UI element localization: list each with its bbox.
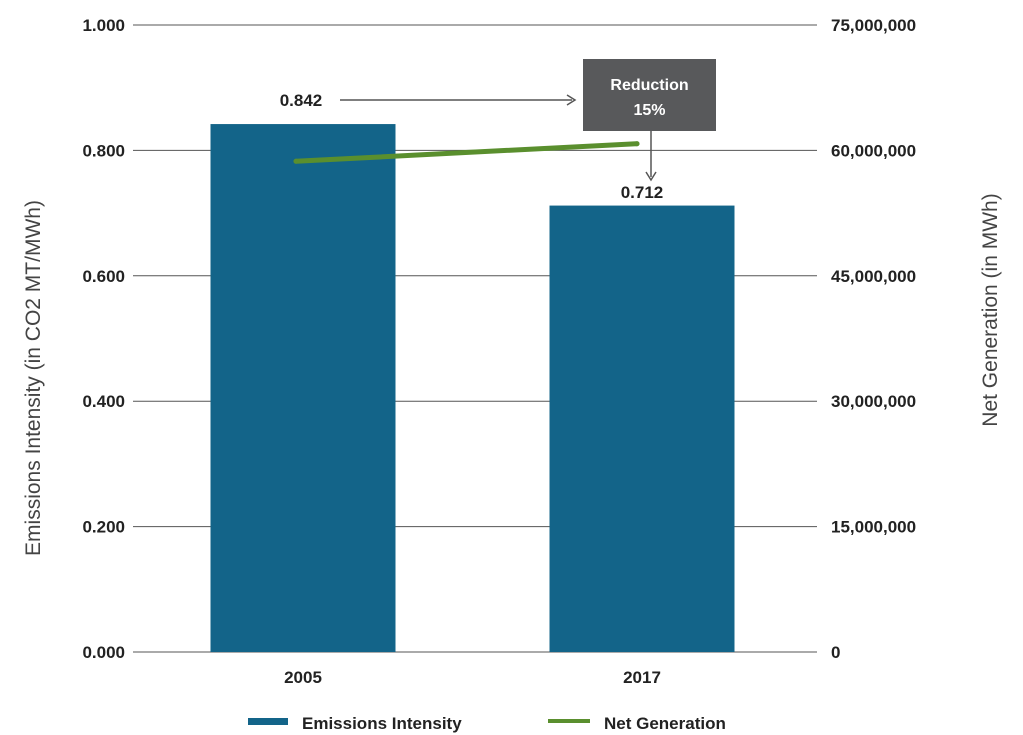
left-axis-title: Emissions Intensity (in CO2 MT/MWh): [22, 200, 45, 556]
left-tick-label: 0.800: [82, 141, 125, 160]
left-tick-label: 0.000: [82, 643, 125, 662]
start-arrow-head: [566, 94, 577, 106]
reduction-annotation: 0.842 Reduction 15% 0.712: [280, 59, 716, 202]
left-tick-label: 0.200: [82, 518, 125, 537]
left-tick-label: 0.600: [82, 267, 125, 286]
x-tick-label: 2017: [623, 668, 661, 687]
right-tick-label: 45,000,000: [831, 267, 916, 286]
x-tick-label: 2005: [284, 668, 322, 687]
start-value-label: 0.842: [280, 91, 323, 110]
line-series: [293, 141, 640, 164]
bar-2005: [210, 124, 396, 653]
reduction-box-value: 15%: [633, 102, 665, 119]
legend-swatch-emissions: [248, 718, 288, 725]
net-generation-point-2017: [634, 141, 640, 147]
net-generation-line: [293, 141, 640, 164]
net-generation-point-2005: [293, 158, 299, 164]
legend-label-net-generation: Net Generation: [604, 714, 726, 733]
right-tick-label: 30,000,000: [831, 392, 916, 411]
right-tick-label: 75,000,000: [831, 16, 916, 35]
left-axis-ticks: 0.000 0.200 0.400 0.600 0.800 1.000: [82, 16, 125, 662]
x-axis-ticks: 2005 2017: [284, 668, 661, 687]
left-tick-label: 1.000: [82, 16, 125, 35]
legend-label-emissions: Emissions Intensity: [302, 714, 462, 733]
legend: Emissions Intensity Net Generation: [248, 714, 726, 733]
bar-series: [210, 124, 735, 653]
reduction-box: [583, 59, 716, 131]
end-arrow-head: [645, 171, 657, 182]
reduction-box-title: Reduction: [610, 77, 688, 94]
left-tick-label: 0.400: [82, 392, 125, 411]
right-tick-label: 15,000,000: [831, 518, 916, 537]
right-tick-label: 60,000,000: [831, 141, 916, 160]
bar-2017: [549, 205, 735, 653]
right-tick-label: 0: [831, 643, 840, 662]
end-value-label: 0.712: [621, 183, 664, 202]
right-axis-ticks: 0 15,000,000 30,000,000 45,000,000 60,000,00…: [831, 16, 916, 662]
right-axis-title: Net Generation (in MWh): [979, 193, 1002, 426]
